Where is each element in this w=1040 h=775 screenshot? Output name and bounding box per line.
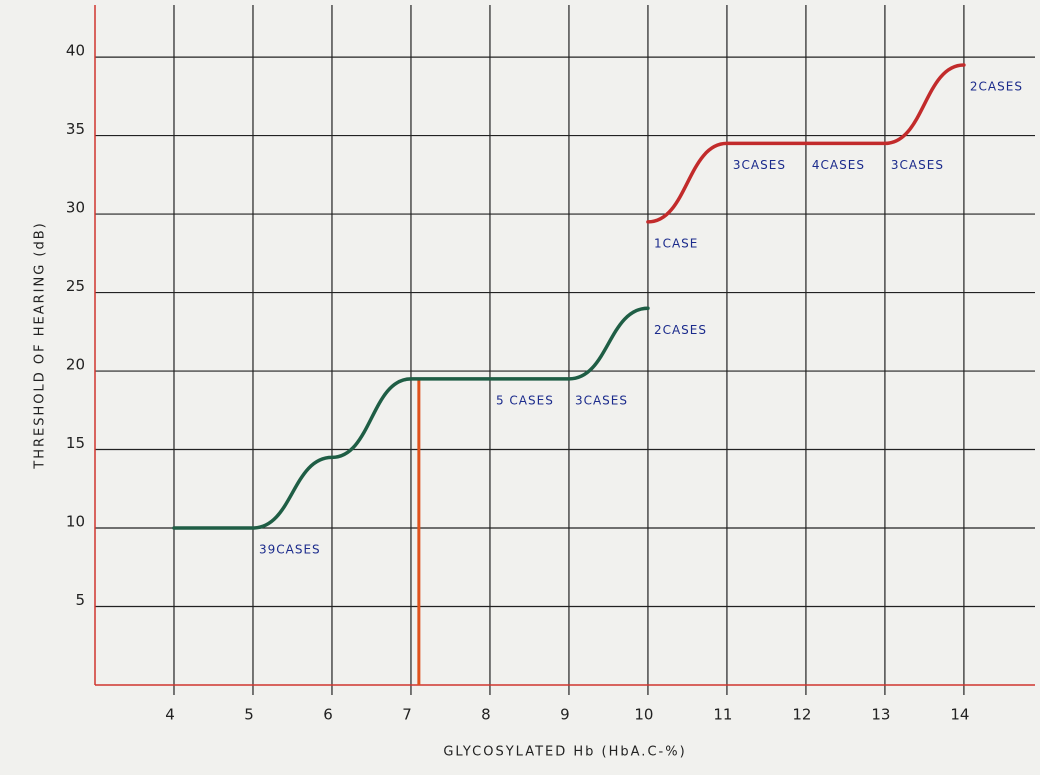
- y-tick-label: 15: [66, 434, 85, 452]
- x-axis-title: GLYCOSYLATED Hb (HbA.C-%): [443, 745, 686, 760]
- x-tick-label: 13: [871, 706, 890, 724]
- y-tick-label: 25: [66, 277, 85, 295]
- y-tick-label: 5: [75, 591, 85, 609]
- y-tick-label: 30: [66, 199, 85, 217]
- case-annotation: 39CASES: [259, 543, 321, 557]
- y-tick-label: 35: [66, 120, 85, 138]
- y-tick-label: 20: [66, 356, 85, 374]
- x-tick-label: 8: [481, 706, 491, 724]
- case-annotation: 2CASES: [654, 323, 707, 337]
- case-annotation: 3CASES: [733, 158, 786, 172]
- x-tick-label: 5: [244, 706, 254, 724]
- y-tick-label: 40: [66, 42, 85, 60]
- case-annotation: 3CASES: [891, 158, 944, 172]
- case-annotation: 5 CASES: [496, 393, 554, 407]
- chart: GLYCOSYLATED Hb (HbA.C-%) THRESHOLD OF H…: [0, 0, 1040, 775]
- x-tick-label: 7: [402, 706, 412, 724]
- case-annotation: 4CASES: [812, 158, 865, 172]
- x-tick-label: 10: [634, 706, 653, 724]
- case-annotation: 3CASES: [575, 393, 628, 407]
- case-annotation: 2CASES: [970, 79, 1023, 93]
- y-axis-title: THRESHOLD OF HEARING (dB): [33, 221, 48, 469]
- case-annotation: 1CASE: [654, 236, 698, 250]
- x-tick-label: 9: [560, 706, 570, 724]
- x-tick-label: 14: [950, 706, 969, 724]
- x-tick-label: 12: [792, 706, 811, 724]
- x-tick-label: 6: [323, 706, 333, 724]
- x-tick-label: 4: [165, 706, 175, 724]
- y-tick-label: 10: [66, 513, 85, 531]
- x-tick-label: 11: [713, 706, 732, 724]
